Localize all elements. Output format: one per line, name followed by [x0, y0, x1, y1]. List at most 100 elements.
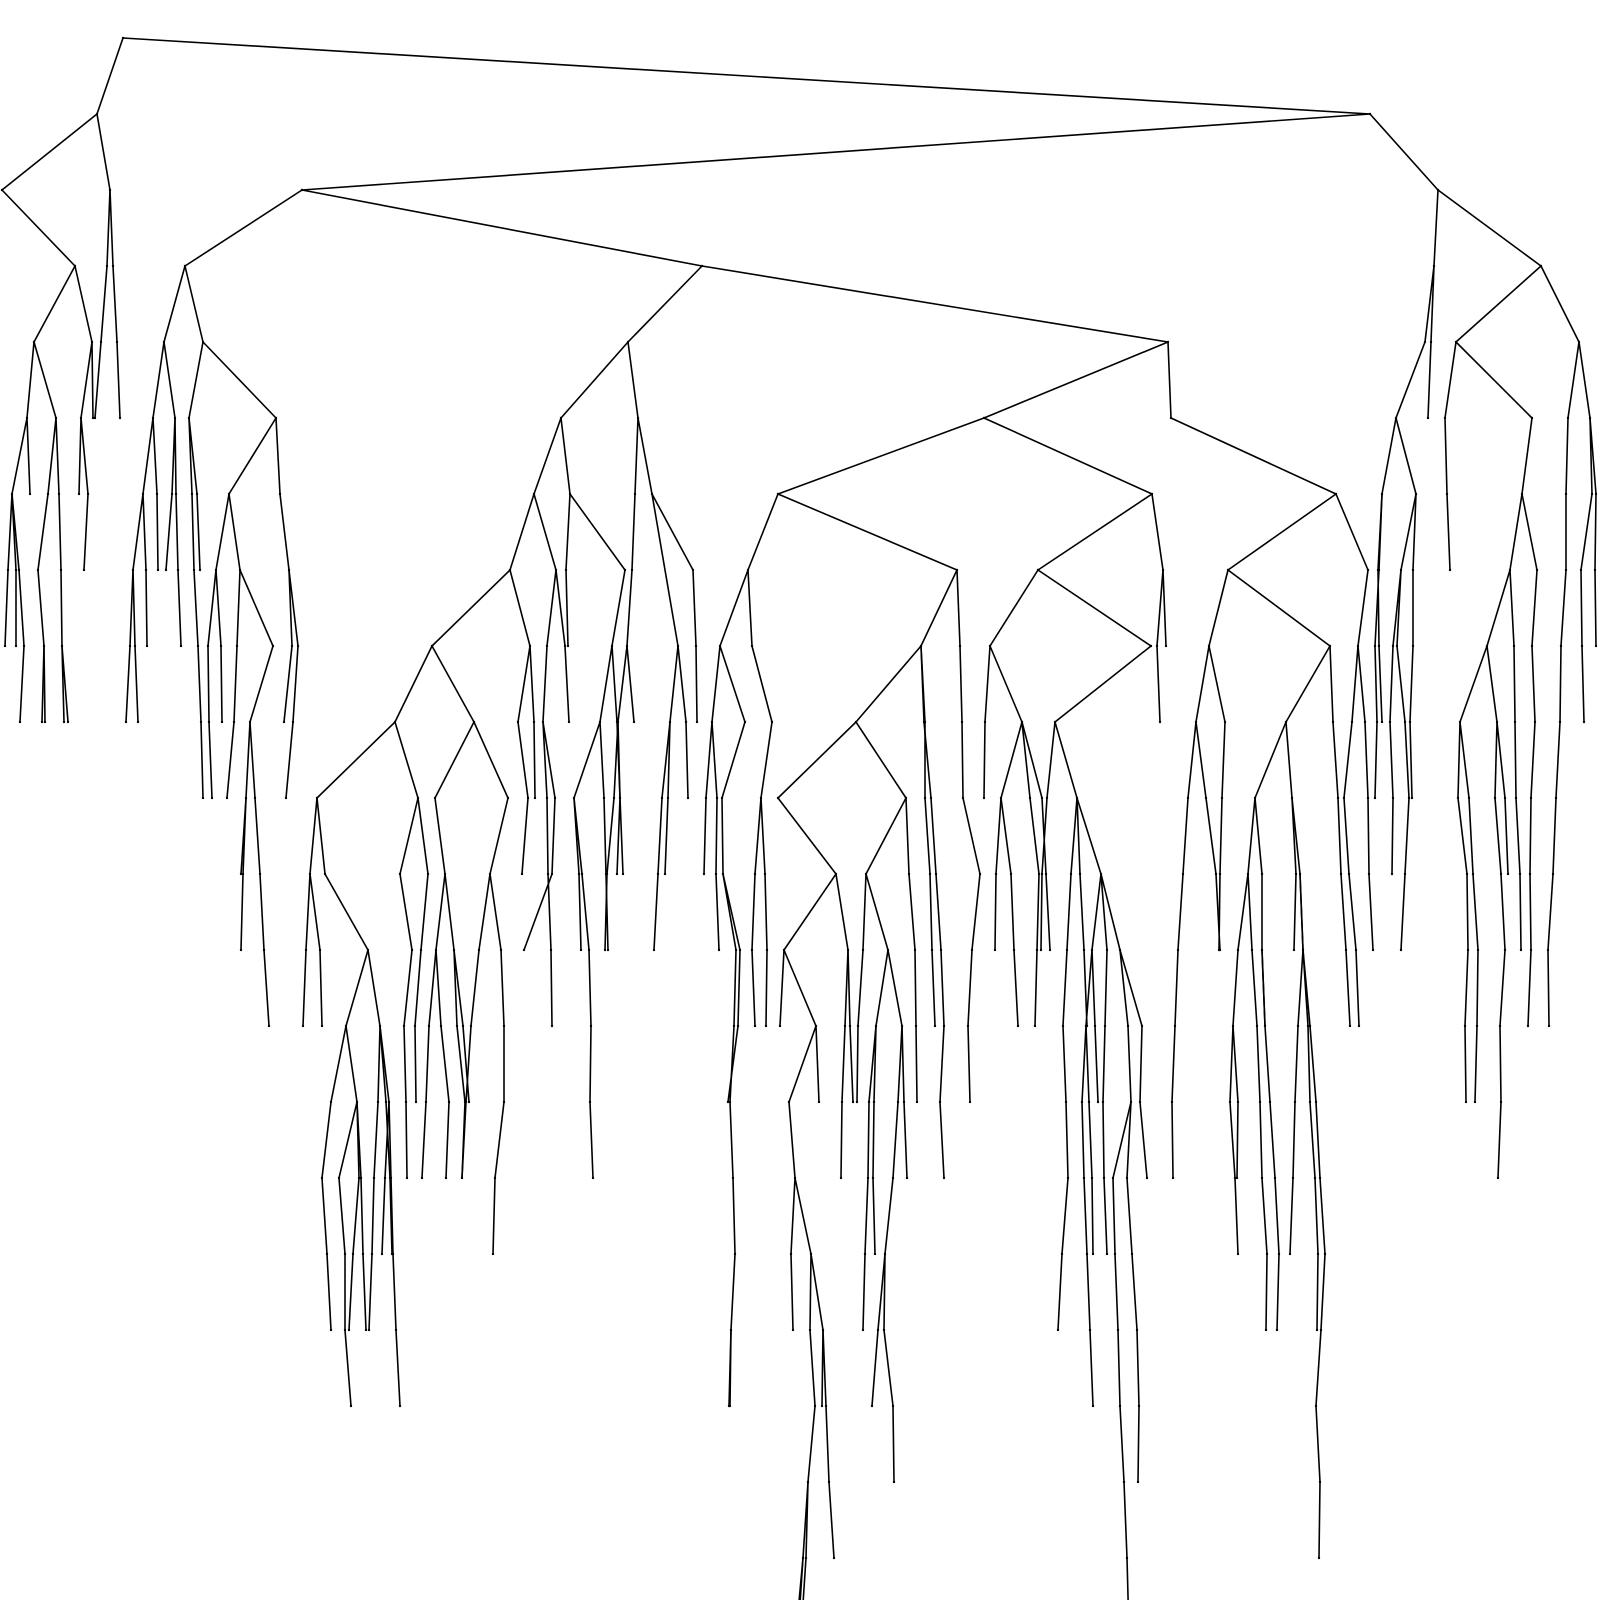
tree-node [1037, 872, 1041, 876]
tree-edge [1195, 721, 1207, 799]
tree-edge [747, 569, 753, 647]
tree-edge [200, 721, 204, 799]
tree-edge [856, 1025, 859, 1103]
tree-node [199, 720, 203, 724]
tree-node [994, 872, 998, 876]
tree-node [598, 720, 602, 724]
tree-node [1075, 796, 1079, 800]
tree-node [405, 1176, 409, 1180]
tree-edge [547, 873, 552, 951]
tree-node [1228, 1100, 1232, 1104]
tree-node [871, 1176, 875, 1180]
tree-node [676, 644, 680, 648]
tree-edge [1374, 645, 1378, 723]
tree-edge [1433, 189, 1439, 267]
tree-node [220, 720, 224, 724]
tree-edge [288, 569, 293, 647]
tree-edge [74, 265, 93, 343]
tree-node [1317, 1556, 1321, 1560]
tree-node [572, 796, 576, 800]
tree-edge [462, 1025, 470, 1103]
tree-node [1173, 1024, 1177, 1028]
tree-node [704, 796, 708, 800]
tree-edge [1594, 493, 1597, 571]
tree-node [491, 1252, 495, 1256]
tree-node [999, 796, 1003, 800]
tree-node [1101, 1100, 1105, 1104]
tree-node [477, 948, 481, 952]
tree-edge [729, 1329, 732, 1407]
tree-node [155, 492, 159, 496]
tree-edge [1091, 1177, 1094, 1255]
tree-node [1495, 720, 1499, 724]
tree-node [6, 568, 10, 572]
tree-node [278, 492, 282, 496]
tree-node [416, 796, 420, 800]
tree-node [636, 416, 640, 420]
tree-edge [862, 873, 867, 951]
tree-edge [1527, 949, 1532, 1027]
tree-edge [1091, 949, 1096, 1027]
tree-edge [175, 493, 179, 571]
tree-node [978, 872, 982, 876]
tree-node [1391, 796, 1395, 800]
tree-node [308, 872, 312, 876]
tree-edge [489, 873, 502, 951]
tree-node [320, 1176, 324, 1180]
tree-edge [1409, 721, 1413, 799]
tree-edge [588, 949, 592, 1027]
tree-node [357, 1176, 361, 1180]
tree-node [383, 1176, 387, 1180]
tree-node [1388, 720, 1392, 724]
tree-node [982, 796, 986, 800]
tree-node [732, 1024, 736, 1028]
tree-edge [1529, 797, 1532, 875]
tree-edge [142, 493, 147, 571]
tree-edge [651, 493, 679, 647]
tree-node [461, 1024, 465, 1028]
tree-node [746, 568, 750, 572]
tree-edge [1335, 493, 1369, 571]
tree-node [839, 1176, 843, 1180]
tree-node [390, 1252, 394, 1256]
tree-node [851, 1100, 855, 1104]
tree-node [970, 948, 974, 952]
tree-node [1096, 1100, 1100, 1104]
tree-node [434, 948, 438, 952]
tree-edge [715, 797, 718, 875]
tree-edge [616, 797, 621, 875]
tree-edge [461, 1101, 466, 1179]
tree-node [1506, 872, 1510, 876]
tree-edge [1345, 949, 1351, 1027]
tree-node [1260, 872, 1264, 876]
tree-node [424, 1100, 428, 1104]
tree-edge [1446, 493, 1451, 571]
tree-edge [163, 265, 186, 343]
tree-node [22, 644, 26, 648]
tree-edge [1291, 797, 1297, 875]
tree-edge [220, 645, 223, 723]
tree-edge [1177, 873, 1184, 951]
tree-edge [983, 341, 1169, 419]
tree-edge [239, 569, 274, 647]
tree-node [1264, 1328, 1268, 1332]
tree-edge [915, 1025, 918, 1103]
tree-edge [1367, 797, 1370, 875]
tree-edge [920, 645, 925, 723]
tree-edge [733, 949, 737, 1027]
tree-edge [779, 949, 785, 1027]
tree-edge [603, 797, 607, 875]
tree-edge [565, 493, 571, 571]
tree-edge [1567, 341, 1580, 419]
tree-node [1564, 492, 1568, 496]
tree-node [43, 720, 47, 724]
tree-node [1155, 644, 1159, 648]
tree-edge [657, 797, 663, 875]
tree-edge [193, 569, 199, 647]
tree-node [566, 644, 570, 648]
tree-edge [1119, 949, 1143, 1027]
tree-edge [1515, 797, 1521, 875]
tree-edge [1459, 721, 1470, 799]
tree-node [173, 416, 177, 420]
tree-edge [841, 1025, 846, 1103]
